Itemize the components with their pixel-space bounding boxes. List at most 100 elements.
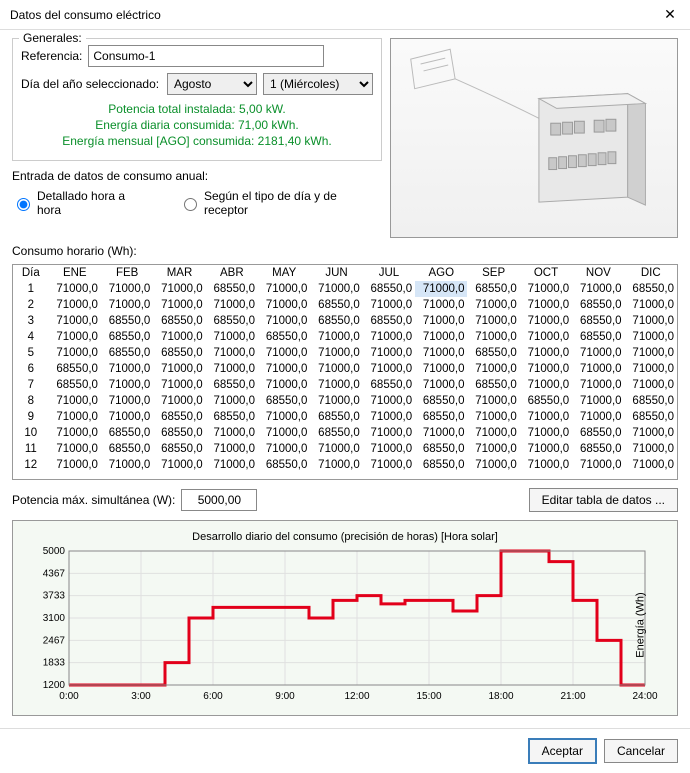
table-cell[interactable]: 71000,0 bbox=[49, 457, 101, 473]
month-select[interactable]: Agosto bbox=[167, 73, 257, 95]
table-cell[interactable]: 68550,0 bbox=[415, 441, 467, 457]
table-cell[interactable]: 68550,0 bbox=[625, 393, 677, 409]
table-cell[interactable]: 71000,0 bbox=[206, 345, 258, 361]
table-cell[interactable]: 71000,0 bbox=[258, 409, 310, 425]
table-cell[interactable]: 68550,0 bbox=[206, 281, 258, 297]
table-cell[interactable]: 71000,0 bbox=[363, 361, 415, 377]
table-cell[interactable]: 9 bbox=[13, 409, 49, 425]
table-cell[interactable]: 68550,0 bbox=[206, 313, 258, 329]
table-cell[interactable]: 68550,0 bbox=[101, 329, 153, 345]
radio-segun-input[interactable] bbox=[184, 198, 197, 211]
maxpow-input[interactable] bbox=[181, 489, 257, 511]
table-cell[interactable]: 71000,0 bbox=[206, 297, 258, 313]
table-cell[interactable]: 5 bbox=[13, 345, 49, 361]
table-cell[interactable]: 71000,0 bbox=[310, 345, 362, 361]
table-cell[interactable]: 71000,0 bbox=[572, 281, 624, 297]
ref-input[interactable] bbox=[88, 45, 324, 67]
table-cell[interactable]: 71000,0 bbox=[625, 457, 677, 473]
table-cell[interactable]: 71000,0 bbox=[206, 441, 258, 457]
table-cell[interactable]: 71000,0 bbox=[625, 329, 677, 345]
table-cell[interactable]: 71000,0 bbox=[310, 281, 362, 297]
table-cell[interactable]: 10 bbox=[13, 425, 49, 441]
table-cell[interactable]: 71000,0 bbox=[101, 409, 153, 425]
table-cell[interactable]: 68550,0 bbox=[415, 457, 467, 473]
table-cell[interactable]: 71000,0 bbox=[153, 329, 205, 345]
table-cell[interactable]: 68550,0 bbox=[101, 313, 153, 329]
table-cell[interactable]: 71000,0 bbox=[467, 409, 519, 425]
table-cell[interactable]: 71000,0 bbox=[572, 345, 624, 361]
table-cell[interactable]: 71000,0 bbox=[467, 329, 519, 345]
table-cell[interactable]: 68550,0 bbox=[415, 393, 467, 409]
table-cell[interactable]: 71000,0 bbox=[415, 425, 467, 441]
table-cell[interactable]: 71000,0 bbox=[467, 297, 519, 313]
table-cell[interactable]: 71000,0 bbox=[101, 361, 153, 377]
table-cell[interactable]: 71000,0 bbox=[625, 425, 677, 441]
table-cell[interactable]: 3 bbox=[13, 313, 49, 329]
table-cell[interactable]: 71000,0 bbox=[101, 457, 153, 473]
table-cell[interactable]: 71000,0 bbox=[363, 393, 415, 409]
table-cell[interactable]: 68550,0 bbox=[467, 281, 519, 297]
table-cell[interactable]: 71000,0 bbox=[258, 441, 310, 457]
table-cell[interactable]: 71000,0 bbox=[153, 297, 205, 313]
table-cell[interactable]: 2 bbox=[13, 297, 49, 313]
table-cell[interactable]: 68550,0 bbox=[258, 393, 310, 409]
table-cell[interactable]: 8 bbox=[13, 393, 49, 409]
table-cell[interactable]: 71000,0 bbox=[572, 393, 624, 409]
ok-button[interactable]: Aceptar bbox=[529, 739, 596, 763]
table-cell[interactable]: 71000,0 bbox=[625, 361, 677, 377]
table-cell[interactable]: 71000,0 bbox=[363, 329, 415, 345]
table-cell[interactable]: 71000,0 bbox=[520, 297, 572, 313]
table-cell[interactable]: 71000,0 bbox=[520, 377, 572, 393]
table-cell[interactable]: 7 bbox=[13, 377, 49, 393]
table-cell[interactable]: 4 bbox=[13, 329, 49, 345]
table-cell[interactable]: 71000,0 bbox=[363, 425, 415, 441]
table-cell[interactable]: 71000,0 bbox=[467, 361, 519, 377]
table-cell[interactable]: 71000,0 bbox=[467, 441, 519, 457]
table-cell[interactable]: 68550,0 bbox=[363, 281, 415, 297]
table-cell[interactable]: 71000,0 bbox=[101, 377, 153, 393]
table-cell[interactable]: 71000,0 bbox=[258, 361, 310, 377]
table-cell[interactable]: 71000,0 bbox=[49, 425, 101, 441]
table-cell[interactable]: 71000,0 bbox=[467, 313, 519, 329]
table-cell[interactable]: 71000,0 bbox=[363, 297, 415, 313]
table-cell[interactable]: 71000,0 bbox=[101, 281, 153, 297]
table-cell[interactable]: 71000,0 bbox=[572, 409, 624, 425]
table-cell[interactable]: 71000,0 bbox=[415, 345, 467, 361]
table-cell[interactable]: 68550,0 bbox=[572, 425, 624, 441]
table-cell[interactable]: 71000,0 bbox=[520, 281, 572, 297]
table-cell[interactable]: 71000,0 bbox=[49, 329, 101, 345]
table-cell[interactable]: 71000,0 bbox=[310, 393, 362, 409]
table-cell[interactable]: 71000,0 bbox=[572, 457, 624, 473]
table-cell[interactable]: 11 bbox=[13, 441, 49, 457]
table-cell[interactable]: 71000,0 bbox=[310, 457, 362, 473]
table-cell[interactable]: 71000,0 bbox=[101, 297, 153, 313]
table-cell[interactable]: 71000,0 bbox=[415, 297, 467, 313]
table-cell[interactable]: 71000,0 bbox=[310, 377, 362, 393]
table-cell[interactable]: 68550,0 bbox=[310, 297, 362, 313]
table-cell[interactable]: 71000,0 bbox=[310, 441, 362, 457]
table-cell[interactable]: 71000,0 bbox=[415, 377, 467, 393]
table-cell[interactable]: 71000,0 bbox=[363, 441, 415, 457]
table-cell[interactable]: 68550,0 bbox=[258, 329, 310, 345]
table-cell[interactable]: 68550,0 bbox=[153, 313, 205, 329]
table-cell[interactable]: 71000,0 bbox=[625, 377, 677, 393]
table-cell[interactable]: 71000,0 bbox=[520, 409, 572, 425]
table-cell[interactable]: 71000,0 bbox=[467, 393, 519, 409]
table-cell[interactable]: 71000,0 bbox=[625, 441, 677, 457]
table-cell[interactable]: 68550,0 bbox=[153, 345, 205, 361]
table-cell[interactable]: 71000,0 bbox=[363, 457, 415, 473]
table-cell[interactable]: 68550,0 bbox=[625, 409, 677, 425]
table-cell[interactable]: 71000,0 bbox=[415, 313, 467, 329]
table-cell[interactable]: 71000,0 bbox=[153, 281, 205, 297]
table-cell[interactable]: 68550,0 bbox=[572, 329, 624, 345]
table-cell[interactable]: 68550,0 bbox=[206, 377, 258, 393]
radio-segun-tipo[interactable]: Según el tipo de día y de receptor bbox=[179, 189, 382, 217]
table-cell[interactable]: 68550,0 bbox=[572, 441, 624, 457]
table-cell[interactable]: 71000,0 bbox=[49, 281, 101, 297]
table-cell[interactable]: 71000,0 bbox=[49, 441, 101, 457]
table-cell[interactable]: 68550,0 bbox=[310, 425, 362, 441]
table-cell[interactable]: 68550,0 bbox=[206, 409, 258, 425]
table-cell[interactable]: 68550,0 bbox=[153, 409, 205, 425]
table-cell[interactable]: 71000,0 bbox=[49, 297, 101, 313]
table-cell[interactable]: 6 bbox=[13, 361, 49, 377]
